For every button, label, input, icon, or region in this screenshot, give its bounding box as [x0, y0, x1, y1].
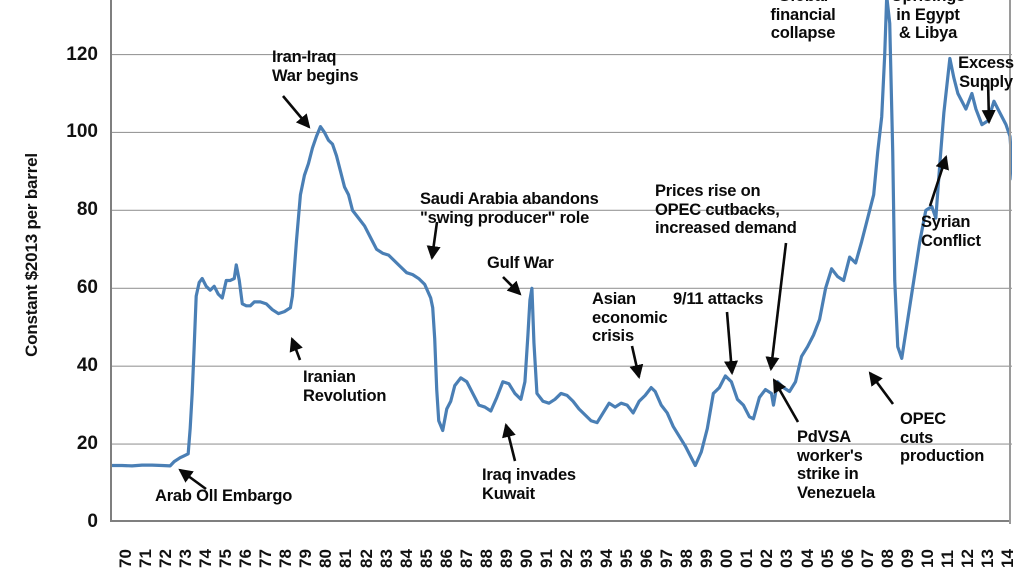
price-series-line	[112, 0, 1012, 468]
x-tick-label: 97	[657, 549, 677, 568]
y-tick-label: 80	[76, 199, 98, 221]
annotation-iranian-revolution: Iranian Revolution	[303, 368, 387, 405]
x-tick-label: 81	[336, 549, 356, 568]
x-tick-label: 08	[877, 549, 897, 568]
x-tick-label: 82	[356, 549, 376, 568]
x-tick-label: 77	[256, 549, 276, 568]
gridlines	[112, 55, 1012, 445]
annotation-saudi-swing-producer: Saudi Arabia abandons "swing producer" r…	[420, 190, 599, 227]
x-tick-label: 78	[276, 549, 296, 568]
y-tick-label: 0	[87, 511, 98, 532]
x-tick-label: 90	[516, 549, 536, 568]
annotation-asian-economic-crisis: Asian economic crisis	[592, 290, 668, 346]
x-tick-label: 89	[496, 549, 516, 568]
x-tick-label: 74	[196, 549, 216, 568]
annotation-nine-eleven-attacks: 9/11 attacks	[673, 290, 764, 308]
annotation-opec-cuts-production: OPEC cuts production	[900, 410, 985, 466]
y-axis-tick-labels: 0 20 40 60 80 100 120	[20, 0, 98, 555]
x-tick-label: 06	[837, 549, 857, 568]
x-tick-label: 86	[436, 549, 456, 568]
x-tick-label: 92	[556, 549, 576, 568]
annotation-iran-iraq-war: Iran-Iraq War begins	[272, 48, 359, 85]
x-tick-label: 09	[897, 549, 917, 568]
x-tick-label: 87	[456, 549, 476, 568]
x-tick-label: 72	[156, 549, 176, 568]
oil-price-chart: Constant $2013 per barrel 0 20 40 60 80 100 12…	[20, 0, 1017, 568]
annotation-syrian-conflict: Syrian Conflict	[921, 213, 981, 250]
x-tick-label: 13	[977, 549, 997, 568]
x-tick-label: 10	[917, 549, 937, 568]
annotation-arab-oil-embargo: Arab Oll Embargo	[155, 487, 293, 505]
x-tick-label: 01	[737, 549, 757, 568]
x-tick-label: 11	[937, 550, 957, 568]
x-tick-label: 80	[316, 549, 336, 568]
x-tick-label: 91	[536, 549, 556, 568]
x-tick-label: 07	[857, 549, 877, 568]
x-tick-label: 00	[717, 549, 737, 568]
y-tick-label: 120	[66, 43, 98, 65]
x-tick-label: 12	[957, 549, 977, 568]
x-tick-label: 79	[296, 549, 316, 568]
x-tick-label: 99	[697, 549, 717, 568]
x-tick-label: 93	[577, 549, 597, 568]
annotation-gulf-war: Gulf War	[487, 254, 554, 272]
y-tick-label: 60	[76, 277, 98, 299]
x-tick-label: 73	[176, 549, 196, 568]
x-tick-label: 05	[817, 549, 837, 568]
x-tick-label: 02	[757, 549, 777, 568]
x-tick-label: 95	[617, 549, 637, 568]
x-tick-label: 70	[116, 549, 135, 568]
plot-svg	[112, 0, 1012, 468]
annotation-pdvsa-strike: PdVSA worker's strike in Venezuela	[797, 428, 875, 502]
plot-area	[110, 0, 1012, 522]
x-tick-label: 85	[416, 549, 436, 568]
x-tick-label: 75	[216, 549, 236, 568]
annotation-global-financial-collapse: Global financial collapse	[770, 0, 836, 43]
x-tick-label: 14	[997, 549, 1017, 568]
x-tick-label: 76	[236, 549, 256, 568]
y-tick-label: 40	[76, 355, 98, 377]
x-axis-tick-labels: 70 71 72 73 74 75 76 77 78 79 80 81 82 83 84 85 86 87 88 89…	[110, 524, 1017, 568]
x-tick-label: 94	[597, 549, 617, 568]
x-tick-label: 03	[777, 549, 797, 568]
x-tick-label: 71	[136, 549, 156, 568]
x-tick-label: 98	[677, 549, 697, 568]
x-tick-label: 83	[376, 549, 396, 568]
y-tick-label: 100	[66, 121, 98, 143]
annotation-excess-supply: Excess Supply	[958, 54, 1014, 91]
x-tick-label: 96	[637, 549, 657, 568]
x-tick-label: 84	[396, 549, 416, 568]
x-tick-label: 88	[476, 549, 496, 568]
plot-right-border	[1009, 0, 1011, 524]
y-tick-label: 20	[76, 433, 98, 455]
annotation-iraq-invades-kuwait: Iraq invades Kuwait	[482, 466, 576, 503]
annotation-uprisings-egypt-libya: Uprisings in Egypt & Libya	[891, 0, 965, 43]
annotation-opec-cutbacks: Prices rise on OPEC cutbacks, increased …	[655, 182, 797, 238]
x-tick-label: 04	[797, 549, 817, 568]
